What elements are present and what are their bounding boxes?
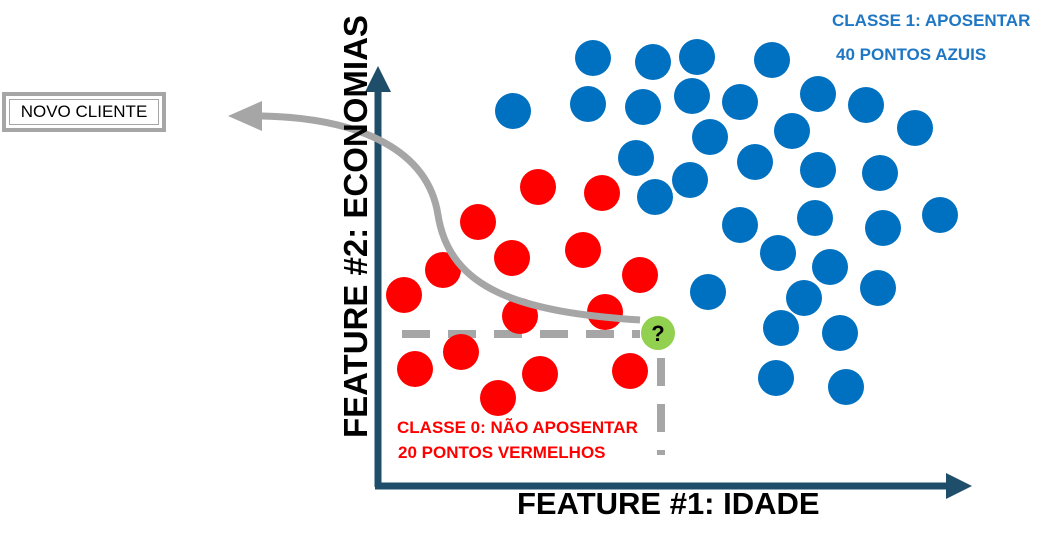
class1-blue-point: [848, 87, 884, 123]
novo-cliente-box: NOVO CLIENTE: [2, 92, 166, 132]
class1-blue-point: [774, 113, 810, 149]
class1-blue-point: [674, 78, 710, 114]
class1-blue-point: [722, 207, 758, 243]
curved-arrow-path: [261, 112, 641, 324]
class1-blue-point: [797, 200, 833, 236]
curved-arrow-head: [228, 101, 262, 131]
class0-red-point: [443, 334, 479, 370]
class1-blue-point: [737, 144, 773, 180]
class1-blue-point: [690, 274, 726, 310]
class0-red-point: [612, 353, 648, 389]
class1-blue-point: [800, 76, 836, 112]
class1-blue-point: [618, 140, 654, 176]
class1-blue-point: [575, 40, 611, 76]
query-point: ?: [641, 316, 675, 350]
class0-red-points: [386, 169, 658, 416]
class1-blue-point: [800, 152, 836, 188]
class1-blue-point: [495, 93, 531, 129]
class1-blue-point: [822, 315, 858, 351]
novo-cliente-label: NOVO CLIENTE: [9, 99, 159, 125]
class1-blue-point: [625, 89, 661, 125]
class0-red-point: [494, 240, 530, 276]
class0-red-point: [565, 232, 601, 268]
class1-blue-point: [692, 119, 728, 155]
class1-blue-point: [722, 84, 758, 120]
class0-red-point: [622, 257, 658, 293]
query-point-symbol: ?: [651, 321, 664, 346]
class0-red-point: [425, 252, 461, 288]
class1-blue-point: [922, 197, 958, 233]
class0-red-point: [520, 169, 556, 205]
class0-count: 20 PONTOS VERMELHOS: [398, 443, 606, 462]
x-axis-label: FEATURE #1: IDADE: [517, 486, 820, 521]
class1-blue-point: [862, 155, 898, 191]
class0-red-point: [480, 380, 516, 416]
class1-blue-point: [763, 310, 799, 346]
class0-red-point: [522, 356, 558, 392]
class0-title: CLASSE 0: NÃO APOSENTAR: [397, 418, 638, 437]
class0-red-point: [386, 277, 422, 313]
dashed-guides: [402, 330, 665, 455]
class1-blue-points: [495, 39, 958, 405]
class0-red-point: [460, 204, 496, 240]
class1-blue-point: [635, 44, 671, 80]
class1-blue-point: [758, 360, 794, 396]
class1-blue-point: [860, 270, 896, 306]
class0-red-point: [397, 351, 433, 387]
class1-blue-point: [672, 162, 708, 198]
class1-blue-point: [679, 39, 715, 75]
y-axis-label: FEATURE #2: ECONOMIAS: [337, 15, 374, 438]
class1-blue-point: [637, 179, 673, 215]
class1-count: 40 PONTOS AZUIS: [836, 45, 987, 64]
axes: [365, 66, 972, 499]
class1-blue-point: [865, 210, 901, 246]
class1-blue-point: [828, 369, 864, 405]
class1-blue-point: [897, 110, 933, 146]
class1-title: CLASSE 1: APOSENTAR: [832, 11, 1031, 30]
query-point-circle: [641, 316, 675, 350]
class1-blue-point: [786, 280, 822, 316]
class1-blue-point: [570, 86, 606, 122]
class1-blue-point: [754, 42, 790, 78]
class1-blue-point: [812, 249, 848, 285]
x-axis-arrowhead: [946, 473, 972, 499]
class1-blue-point: [760, 235, 796, 271]
class0-red-point: [584, 175, 620, 211]
class0-red-point: [587, 294, 623, 330]
y-axis-arrowhead: [365, 66, 391, 92]
